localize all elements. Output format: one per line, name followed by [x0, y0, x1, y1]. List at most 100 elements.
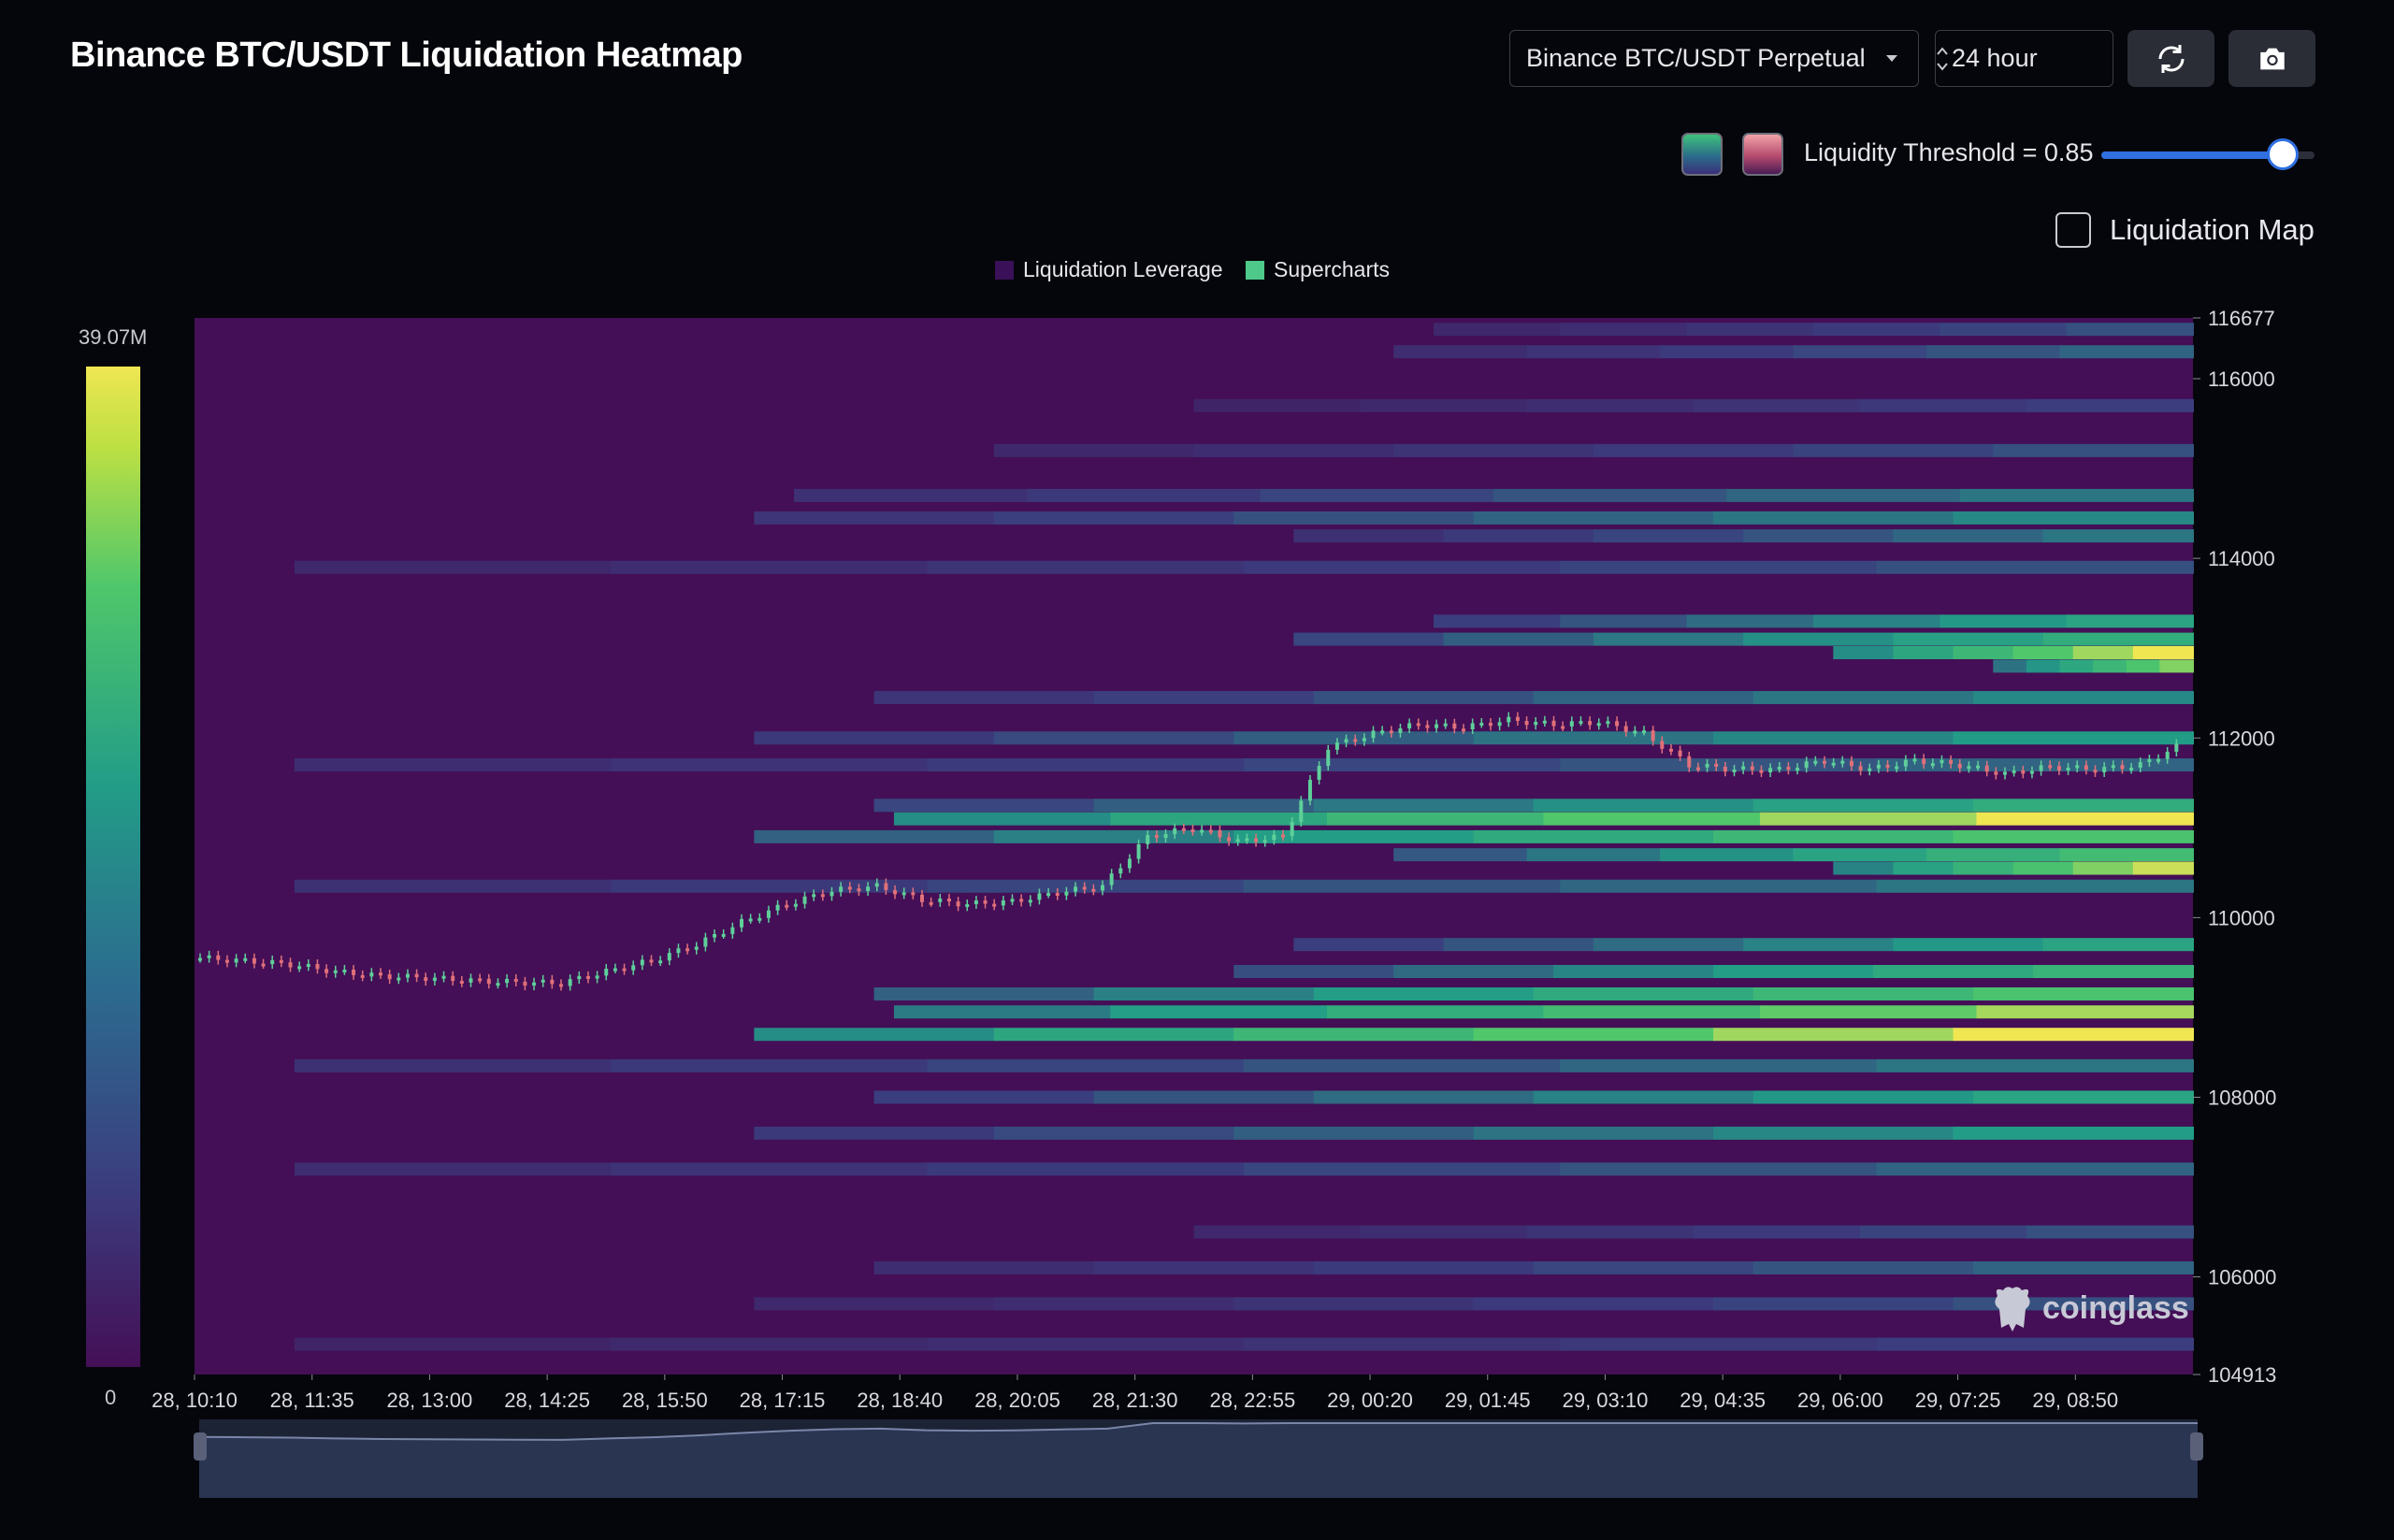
liquidation-band[interactable]: [993, 1028, 1235, 1042]
price-candle[interactable]: [1949, 759, 1954, 764]
liquidation-band[interactable]: [1693, 398, 1861, 412]
price-candle[interactable]: [1326, 749, 1331, 767]
legend-item-liquidation-leverage[interactable]: Liquidation Leverage: [995, 257, 1223, 282]
price-candle[interactable]: [613, 968, 617, 971]
liquidation-band[interactable]: [1793, 848, 1928, 862]
liquidation-band[interactable]: [2033, 964, 2194, 978]
price-candle[interactable]: [1281, 834, 1285, 838]
price-candle[interactable]: [1930, 763, 1935, 767]
price-candle[interactable]: [595, 975, 599, 979]
liquidation-band[interactable]: [1093, 1260, 1315, 1274]
price-candle[interactable]: [1569, 721, 1574, 727]
price-candle[interactable]: [1940, 759, 1944, 764]
price-candle[interactable]: [829, 891, 834, 897]
price-candle[interactable]: [2048, 765, 2053, 769]
liquidation-band[interactable]: [1953, 861, 2014, 875]
liquidation-band[interactable]: [1873, 964, 2035, 978]
price-candle[interactable]: [505, 978, 510, 984]
liquidation-band[interactable]: [1193, 398, 1362, 412]
liquidation-band[interactable]: [1660, 848, 1795, 862]
price-candle[interactable]: [1840, 760, 1845, 764]
price-candle[interactable]: [1868, 768, 1872, 771]
liquidation-band[interactable]: [754, 1297, 995, 1311]
price-candle[interactable]: [1127, 858, 1132, 869]
heatmap-background[interactable]: [195, 318, 2193, 1374]
liquidation-band[interactable]: [1752, 1260, 1974, 1274]
liquidation-band[interactable]: [1560, 323, 1688, 337]
price-candle[interactable]: [1615, 721, 1620, 727]
liquidation-band[interactable]: [1743, 938, 1895, 952]
price-candle[interactable]: [360, 974, 365, 978]
liquidation-band[interactable]: [1393, 964, 1555, 978]
liquidation-band[interactable]: [873, 799, 1095, 813]
price-candle[interactable]: [920, 894, 924, 902]
price-candle[interactable]: [1660, 741, 1665, 749]
liquidation-band[interactable]: [1243, 879, 1562, 893]
price-candle[interactable]: [1435, 724, 1439, 728]
liquidation-band[interactable]: [2059, 345, 2194, 359]
liquidation-band[interactable]: [1093, 691, 1315, 705]
price-candle[interactable]: [785, 904, 789, 908]
liquidation-band[interactable]: [1593, 529, 1745, 543]
liquidation-band[interactable]: [1859, 398, 2027, 412]
liquidation-band[interactable]: [927, 1162, 1245, 1176]
liquidation-band[interactable]: [1752, 799, 1974, 813]
liquidation-band[interactable]: [1233, 829, 1475, 843]
price-candle[interactable]: [1317, 766, 1321, 780]
liquidation-band[interactable]: [2012, 645, 2074, 659]
liquidation-band[interactable]: [1593, 938, 1745, 952]
price-candle[interactable]: [451, 975, 455, 981]
liquidation-band[interactable]: [1972, 1090, 2194, 1104]
liquidation-band[interactable]: [1360, 398, 1528, 412]
price-candle[interactable]: [387, 974, 392, 980]
liquidation-band[interactable]: [1993, 659, 2027, 673]
price-candle[interactable]: [685, 948, 690, 952]
liquidation-band[interactable]: [1713, 1297, 1954, 1311]
liquidation-band[interactable]: [993, 1126, 1235, 1140]
price-candle[interactable]: [1001, 900, 1005, 906]
liquidation-band[interactable]: [1313, 691, 1535, 705]
liquidation-band[interactable]: [1759, 1005, 1978, 1019]
price-candle[interactable]: [938, 898, 943, 902]
price-candle[interactable]: [956, 901, 960, 907]
price-candle[interactable]: [414, 973, 419, 978]
liquidation-band[interactable]: [1293, 938, 1445, 952]
liquidation-band[interactable]: [1027, 488, 1262, 502]
price-candle[interactable]: [2066, 768, 2070, 771]
price-candle[interactable]: [2093, 770, 2098, 773]
price-candle[interactable]: [2012, 770, 2016, 773]
price-candle[interactable]: [568, 979, 572, 986]
price-candle[interactable]: [1750, 766, 1754, 770]
price-candle[interactable]: [730, 927, 735, 934]
price-candle[interactable]: [1804, 761, 1809, 769]
price-candle[interactable]: [775, 904, 780, 911]
price-candle[interactable]: [2120, 765, 2125, 770]
price-candle[interactable]: [1524, 721, 1529, 726]
price-candle[interactable]: [333, 970, 338, 973]
price-candle[interactable]: [1967, 766, 1971, 770]
liquidation-band[interactable]: [1976, 812, 2194, 826]
liquidation-band[interactable]: [294, 1337, 613, 1351]
price-candle[interactable]: [946, 898, 951, 902]
price-candle[interactable]: [1389, 730, 1393, 734]
price-candle[interactable]: [1245, 838, 1249, 842]
price-candle[interactable]: [1064, 891, 1069, 896]
liquidation-band[interactable]: [1893, 529, 2044, 543]
price-candle[interactable]: [1407, 723, 1412, 729]
price-candle[interactable]: [1136, 843, 1141, 859]
liquidation-band[interactable]: [927, 758, 1245, 772]
liquidation-band[interactable]: [294, 879, 613, 893]
price-candle[interactable]: [207, 955, 211, 958]
liquidation-band[interactable]: [1543, 812, 1761, 826]
liquidation-band[interactable]: [1326, 812, 1545, 826]
price-candle[interactable]: [1786, 767, 1791, 770]
price-candle[interactable]: [198, 957, 202, 961]
liquidation-band[interactable]: [2126, 659, 2161, 673]
liquidation-band[interactable]: [1812, 614, 1941, 628]
liquidation-band[interactable]: [1953, 731, 2194, 745]
price-candle[interactable]: [1074, 886, 1078, 892]
price-candle[interactable]: [929, 901, 933, 905]
price-candle[interactable]: [1596, 723, 1601, 727]
liquidation-band[interactable]: [1876, 1058, 2194, 1072]
price-candle[interactable]: [1777, 767, 1781, 770]
